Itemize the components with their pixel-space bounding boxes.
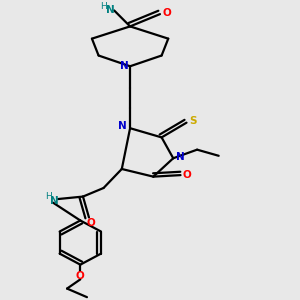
Text: N: N [50,196,59,206]
Text: N: N [106,5,115,15]
Text: N: N [176,152,185,162]
Text: H: H [45,192,52,201]
Text: O: O [183,170,191,180]
Text: H: H [100,2,107,11]
Text: N: N [120,61,128,71]
Text: O: O [76,271,85,281]
Text: N: N [118,121,127,131]
Text: O: O [162,8,171,18]
Text: S: S [189,116,197,126]
Text: O: O [86,218,95,228]
